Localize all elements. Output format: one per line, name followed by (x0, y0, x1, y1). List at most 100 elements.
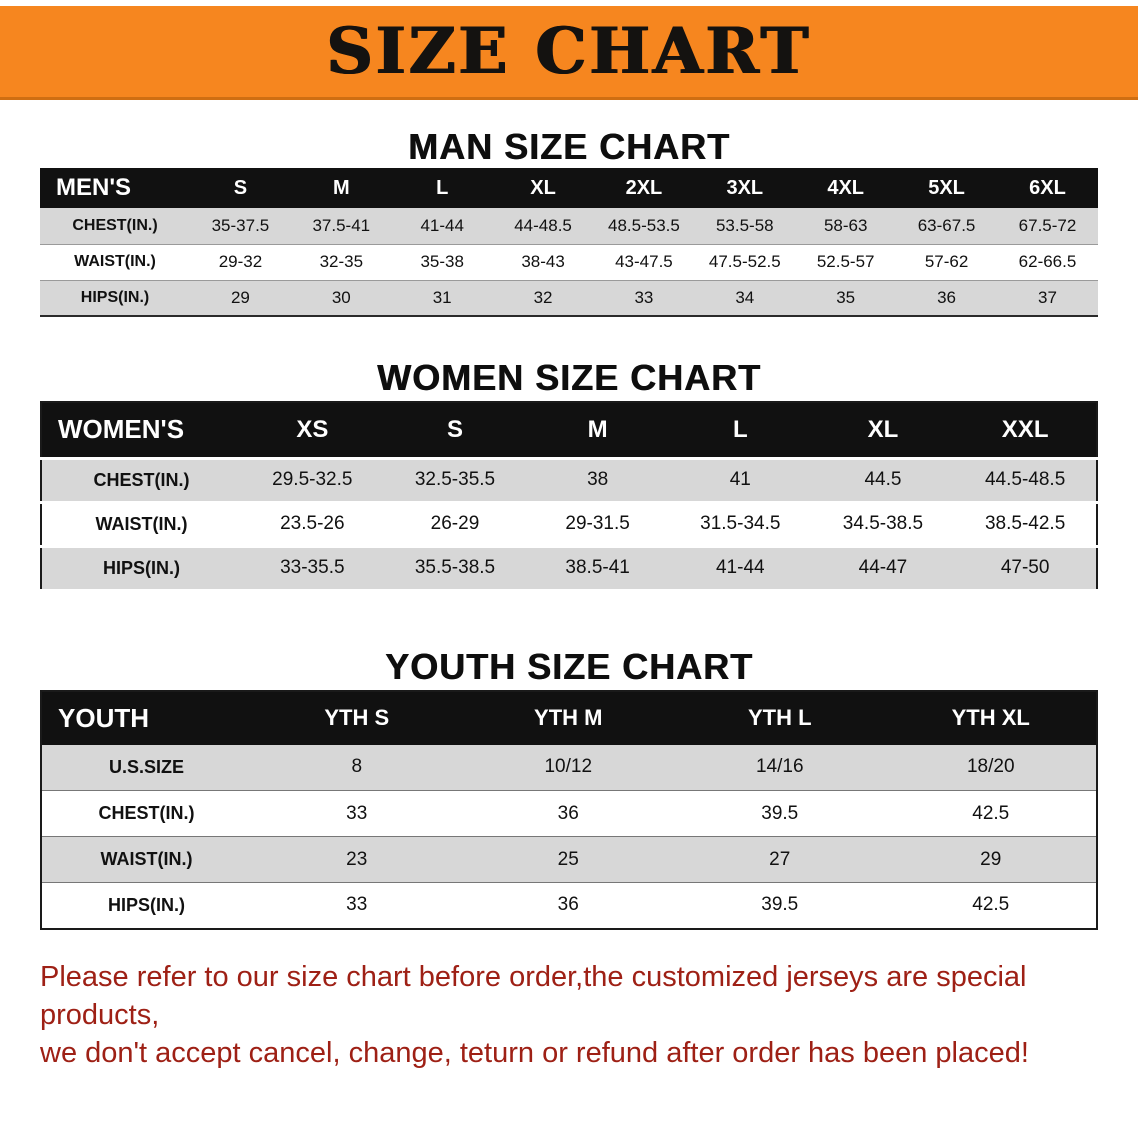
size-value-cell: 30 (290, 280, 392, 317)
size-value-cell: 35-38 (391, 244, 493, 281)
men-size-table: MEN'S S M L XL 2XL 3XL 4XL 5XL 6XL CHEST(IN.) 35-37… (40, 168, 1098, 317)
size-value-cell: 44.5 (811, 458, 955, 504)
youth-section-heading: YOUTH SIZE CHART (384, 645, 753, 687)
size-value-cell: 58-63 (795, 208, 897, 245)
women-section-heading: WOMEN SIZE CHART (377, 357, 761, 398)
size-value-cell: 53.5-58 (694, 208, 796, 245)
size-header-cell: XXL (954, 402, 1097, 460)
size-header-cell: XL (811, 402, 955, 460)
size-header-cell: 3XL (694, 168, 796, 208)
size-value-cell: 36 (896, 280, 997, 317)
size-header-cell: YTH L (674, 690, 886, 745)
size-header-cell: YTH M (462, 690, 674, 745)
size-value-cell: 37 (997, 280, 1098, 317)
men-section-heading: MAN SIZE CHART (408, 126, 730, 167)
size-value-cell: 41-44 (391, 208, 493, 245)
size-value-cell: 23 (251, 836, 463, 883)
size-value-cell: 33 (593, 280, 695, 317)
size-header-cell: 6XL (997, 168, 1098, 208)
row-label-cell: WAIST(IN.) (40, 244, 190, 281)
size-value-cell: 26-29 (383, 502, 527, 548)
size-header-cell: L (668, 402, 812, 460)
table-title-cell: MEN'S (40, 168, 190, 208)
size-value-cell: 38.5-42.5 (954, 502, 1097, 548)
size-value-cell: 62-66.5 (997, 244, 1098, 281)
size-value-cell: 33-35.5 (241, 546, 384, 592)
size-value-cell: 41 (668, 458, 812, 504)
size-value-cell: 43-47.5 (593, 244, 695, 281)
size-value-cell: 39.5 (674, 790, 886, 837)
row-label-cell: U.S.SIZE (41, 744, 251, 791)
size-header-cell: 4XL (795, 168, 897, 208)
row-label-cell: WAIST(IN.) (41, 502, 241, 548)
size-value-cell: 29 (190, 280, 291, 317)
row-label-cell: CHEST(IN.) (40, 208, 190, 245)
size-value-cell: 36 (462, 790, 674, 837)
size-header-cell: XS (241, 402, 384, 460)
size-value-cell: 29-31.5 (526, 502, 669, 548)
size-header-cell: YTH S (251, 690, 463, 745)
size-value-cell: 41-44 (668, 546, 812, 592)
size-value-cell: 44-47 (811, 546, 955, 592)
size-value-cell: 48.5-53.5 (593, 208, 695, 245)
size-value-cell: 36 (462, 882, 674, 929)
size-value-cell: 29 (885, 836, 1097, 883)
table-row: CHEST(IN.) 33 36 39.5 42.5 (41, 790, 1097, 837)
disclaimer-line-2: we don't accept cancel, change, teturn o… (40, 1036, 1029, 1069)
size-value-cell: 38.5-41 (526, 546, 669, 592)
youth-size-table: YOUTH YTH S YTH M YTH L YTH XL U.S.SIZE 8 10/12… (40, 689, 1098, 930)
size-value-cell: 34.5-38.5 (811, 502, 955, 548)
size-header-cell: 2XL (593, 168, 695, 208)
size-value-cell: 8 (251, 744, 463, 791)
row-label-cell: CHEST(IN.) (41, 790, 251, 837)
size-value-cell: 67.5-72 (997, 208, 1098, 245)
size-value-cell: 57-62 (896, 244, 997, 281)
size-value-cell: 38-43 (492, 244, 594, 281)
size-header-cell: XL (492, 168, 594, 208)
size-value-cell: 42.5 (885, 882, 1097, 929)
size-value-cell: 31.5-34.5 (668, 502, 812, 548)
row-label-cell: WAIST(IN.) (41, 836, 251, 883)
size-value-cell: 29.5-32.5 (241, 458, 384, 504)
size-value-cell: 29-32 (190, 244, 291, 281)
size-value-cell: 27 (674, 836, 886, 883)
size-value-cell: 35-37.5 (190, 208, 291, 245)
size-value-cell: 33 (251, 790, 463, 837)
table-title-cell: YOUTH (41, 690, 251, 745)
size-value-cell: 37.5-41 (290, 208, 392, 245)
size-value-cell: 33 (251, 882, 463, 929)
table-row: CHEST(IN.) 29.5-32.5 32.5-35.5 38 41 44.5 44.5… (41, 458, 1097, 504)
row-label-cell: HIPS(IN.) (41, 546, 241, 592)
size-value-cell: 35.5-38.5 (383, 546, 527, 592)
size-value-cell: 10/12 (462, 744, 674, 791)
table-row: U.S.SIZE 8 10/12 14/16 18/20 (41, 744, 1097, 791)
size-value-cell: 52.5-57 (795, 244, 897, 281)
disclaimer-line-1: Please refer to our size chart before or… (40, 960, 1027, 1031)
size-header-cell: S (383, 402, 527, 460)
banner: SIZE CHART (0, 6, 1138, 100)
row-label-cell: HIPS(IN.) (40, 280, 190, 317)
size-header-cell: M (526, 402, 669, 460)
size-value-cell: 35 (795, 280, 897, 317)
size-value-cell: 31 (391, 280, 493, 317)
size-value-cell: 38 (526, 458, 669, 504)
size-value-cell: 23.5-26 (241, 502, 384, 548)
size-value-cell: 32.5-35.5 (383, 458, 527, 504)
table-row: WAIST(IN.) 29-32 32-35 35-38 38-43 43-47.5 47.… (40, 244, 1098, 281)
table-header-row: MEN'S S M L XL 2XL 3XL 4XL 5XL 6XL (40, 168, 1098, 208)
table-title-cell: WOMEN'S (41, 402, 241, 460)
table-row: HIPS(IN.) 33-35.5 35.5-38.5 38.5-41 41-44 44-… (41, 546, 1097, 592)
size-value-cell: 18/20 (885, 744, 1097, 791)
table-row: HIPS(IN.) 29 30 31 32 33 34 35 36 37 (40, 280, 1098, 317)
table-row: HIPS(IN.) 33 36 39.5 42.5 (41, 882, 1097, 929)
size-value-cell: 34 (694, 280, 796, 317)
size-value-cell: 25 (462, 836, 674, 883)
table-row: WAIST(IN.) 23 25 27 29 (41, 836, 1097, 883)
page-title: SIZE CHART (326, 13, 812, 89)
size-value-cell: 44.5-48.5 (954, 458, 1097, 504)
size-value-cell: 32-35 (290, 244, 392, 281)
size-value-cell: 44-48.5 (492, 208, 594, 245)
table-header-row: WOMEN'S XS S M L XL XXL (41, 402, 1097, 460)
size-header-cell: M (290, 168, 392, 208)
